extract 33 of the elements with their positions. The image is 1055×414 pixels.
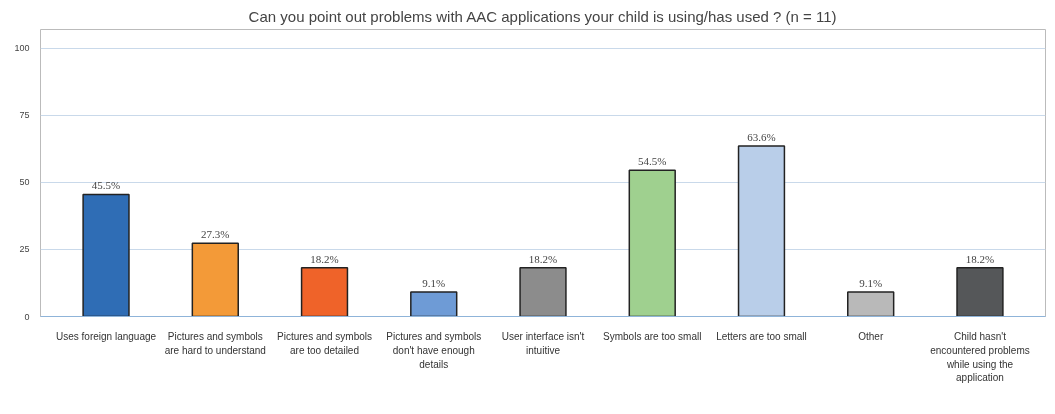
bar [956,266,1004,317]
x-tick-label: Uses foreign language [56,331,157,343]
x-tick-label: Symbols are too small [603,331,702,343]
bar [519,266,567,317]
bar [300,266,349,317]
x-tick-label: Child hasn't encountered problems while using the application [930,331,1030,384]
data-label: 54.5% [638,155,667,168]
chart-title: Can you point out problems with AAC applications your child is using/has used ? (n = 11) [248,7,837,25]
x-tick-label: Pictures and symbols are too detailed [277,331,373,356]
data-label: 9.1% [422,277,446,290]
y-tick-label: 75 [19,110,30,121]
y-tick-label: 50 [19,177,30,188]
bar [628,169,676,317]
x-tick-label: Pictures and symbols don't have enough details [386,331,482,370]
x-tick-label: Pictures and symbols are hard to understand [164,331,266,356]
data-label: 18.2% [528,252,558,265]
y-tick-label: 0 [24,311,30,322]
x-tick-label: User interface isn't intuitive [501,331,585,356]
bar [847,291,895,317]
data-label: 45.5% [91,179,121,192]
bar [410,291,458,317]
x-tick-label: Letters are too small [716,331,807,343]
bar [737,145,786,317]
data-label: 18.2% [965,252,995,265]
y-tick-label: 25 [19,244,30,255]
data-label: 9.1% [859,277,883,290]
y-tick-label: 100 [14,43,30,54]
bar [82,193,130,317]
data-label: 18.2% [310,252,339,265]
data-label: 27.3% [201,228,230,241]
data-label: 63.6% [747,130,776,143]
x-tick-label: Other [858,331,884,343]
bar [191,242,239,317]
